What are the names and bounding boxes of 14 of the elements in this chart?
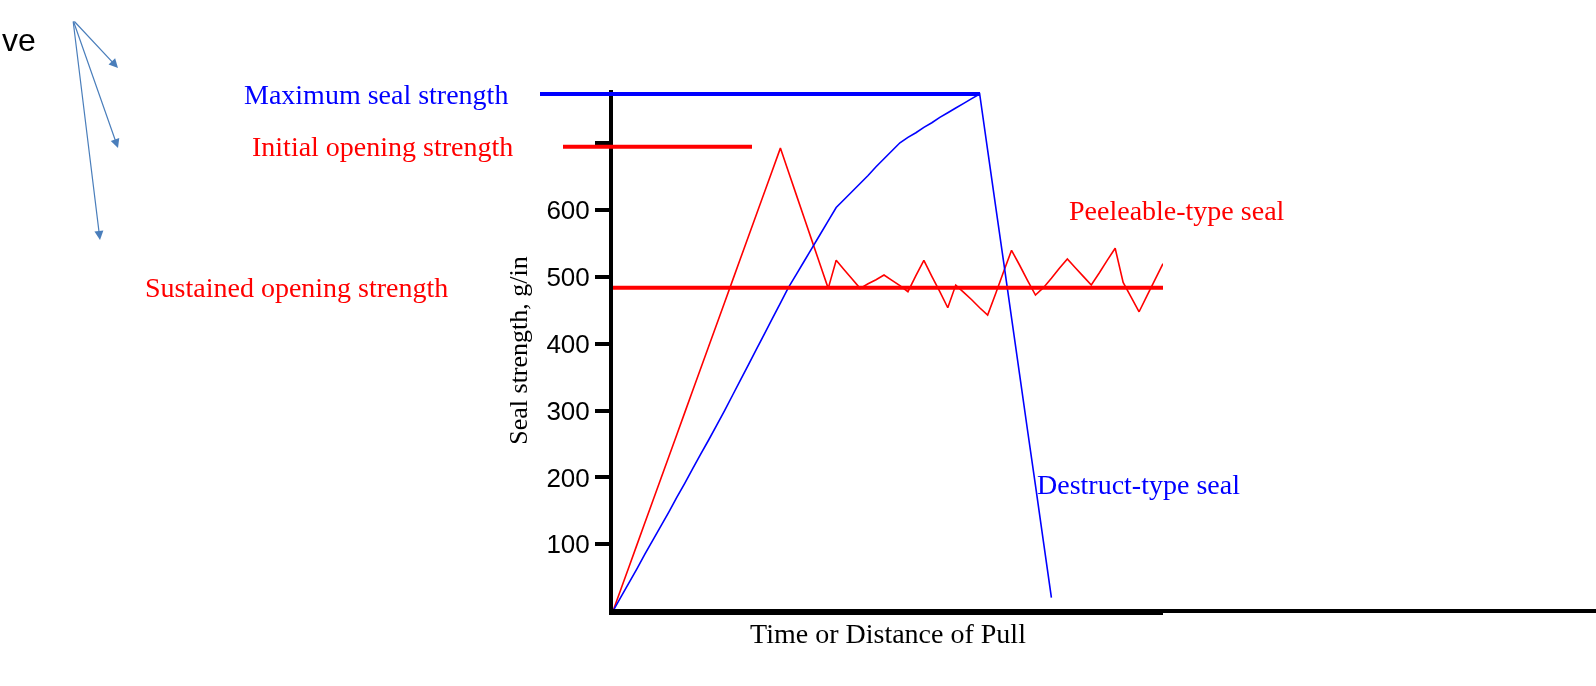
text: ve <box>2 22 36 58</box>
series-label: Destruct-type seal <box>1037 469 1241 500</box>
y-tick-label: 100 <box>546 529 590 560</box>
ref-line-label: Initial opening strength <box>252 131 514 162</box>
y-tick-label: 200 <box>546 462 590 493</box>
y-tick-label: 600 <box>546 195 590 226</box>
series-label: Peeleable-type seal <box>1069 195 1285 226</box>
y-axis-title: Seal strength, g/in <box>504 256 534 445</box>
ref-line-label: Sustained opening strength <box>145 272 449 303</box>
y-tick-label: 400 <box>546 328 590 359</box>
x-axis-title: Time or Distance of Pull <box>750 617 1027 649</box>
y-tick-label: 500 <box>546 262 590 293</box>
ref-line-label: Maximum seal strength <box>244 79 509 110</box>
y-tick-label: 300 <box>546 395 590 426</box>
